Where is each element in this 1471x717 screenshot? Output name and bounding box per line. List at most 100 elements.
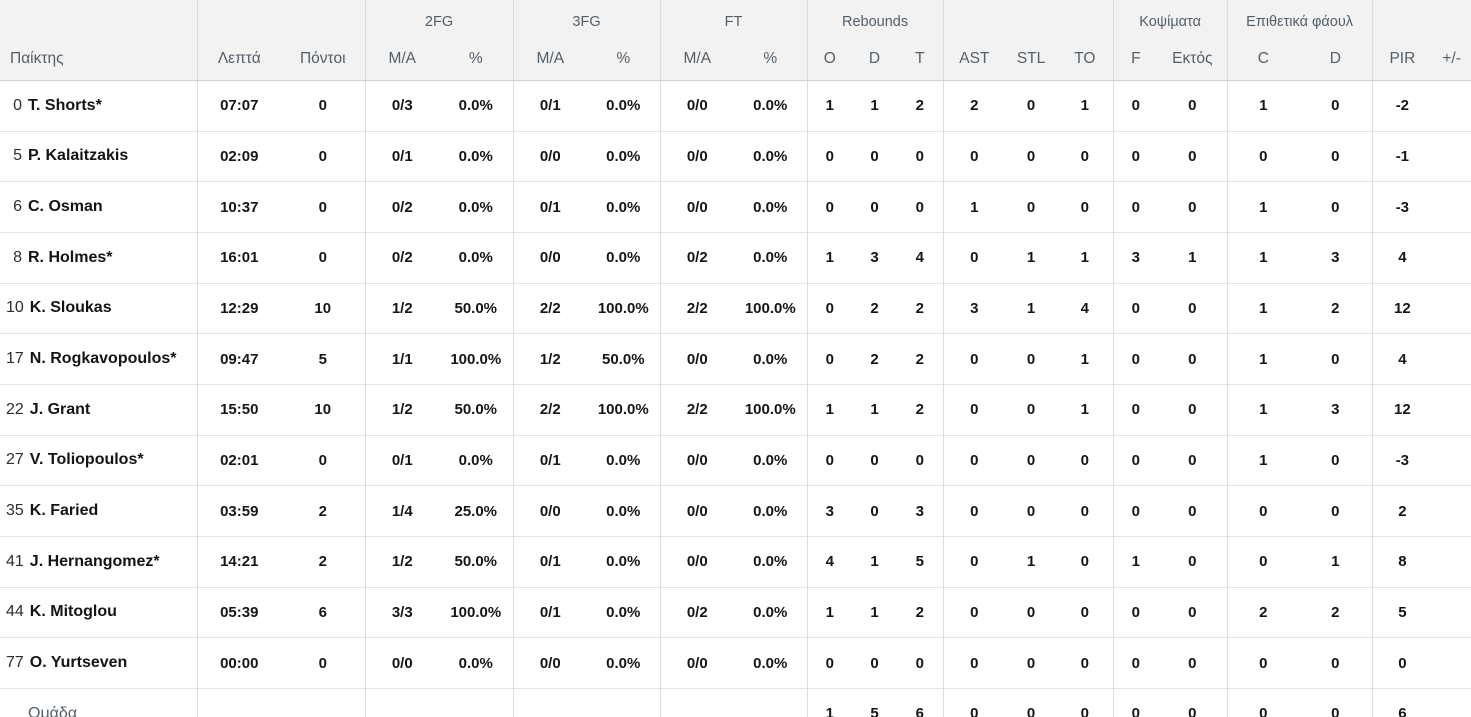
cell-points: 0 (281, 434, 366, 486)
cell-points (281, 687, 366, 717)
cell-ft-ma: 0/2 (660, 586, 735, 638)
player-link[interactable]: T. Shorts* (28, 96, 102, 114)
cell-blk-for: 0 (1113, 130, 1159, 182)
cell-fg3-pct: 100.0% (587, 383, 661, 436)
cell-player: 5 P. Kalaitzakis (0, 130, 198, 182)
cell-ft-ma: 0/0 (660, 434, 735, 486)
cell-minutes: 02:01 (197, 434, 281, 486)
cell-blk-for: 0 (1131, 97, 1140, 115)
cell-fg3-ma: 2/2 (513, 383, 588, 436)
cell-blk-against: 0 (1158, 181, 1228, 233)
cell-fg2-ma: 0/2 (365, 181, 439, 233)
cell-reb-d: 2 (852, 282, 898, 334)
cell-stl: 1 (1005, 282, 1058, 334)
cell-blk-for: 0 (1113, 687, 1159, 717)
cell-fg3-ma: 0/1 (513, 434, 588, 486)
player-link[interactable]: C. Osman (28, 198, 103, 216)
cell-minutes: 15:50 (197, 383, 281, 436)
cell-foul-d: 0 (1299, 80, 1373, 132)
cell-reb-t: 5 (897, 535, 944, 588)
cell-fg3-ma: 0/1 (513, 535, 588, 588)
cell-ft-pct: 100.0% (734, 383, 808, 436)
player-number: 8 (13, 248, 22, 266)
cell-ast: 0 (943, 637, 1006, 689)
cell-reb-o: 1 (807, 687, 853, 717)
cell-foul-c: 0 (1227, 637, 1300, 689)
cell-foul-c: 0 (1227, 130, 1300, 182)
cell-ft-pct: 0.0% (734, 434, 808, 486)
cell-fg3-pct (587, 687, 661, 717)
cell-reb-t: 0 (897, 130, 944, 182)
cell-minutes: 00:00 (197, 637, 281, 689)
player-link[interactable]: K. Sloukas (29, 299, 112, 317)
cell-fg2-ma (365, 687, 439, 717)
cell-stl: 0 (1005, 383, 1058, 436)
cell-points: 6 (281, 586, 366, 638)
column-header-to: TO (1057, 37, 1114, 81)
cell-player: 8 R. Holmes* (0, 231, 198, 284)
cell-stl: 0 (1005, 130, 1058, 182)
player-link[interactable]: K. Faried (29, 502, 99, 520)
table-header: 2FG 3FG FT Rebounds Κοψίματα Επιθετικά φάουλ … (0, 0, 1471, 81)
cell-foul-c: 1 (1227, 383, 1300, 436)
cell-fg3-pct: 50.0% (587, 333, 661, 385)
cell-foul-c: 1 (1227, 282, 1300, 334)
cell-player: 44 K. Mitoglou (0, 586, 198, 638)
cell-reb-o: 0 (807, 434, 853, 486)
group-header-2fg: 2FG (365, 0, 514, 37)
cell-ft-pct: 0.0% (734, 231, 808, 284)
cell-player: 35 K. Faried (0, 485, 198, 537)
cell-minutes: 05:39 (197, 586, 281, 638)
cell-reb-d: 5 (852, 687, 898, 717)
cell-ast: 0 (943, 231, 1006, 284)
cell-foul-d: 0 (1299, 333, 1373, 385)
cell-plusminus (1432, 231, 1471, 284)
cell-stl: 0 (1005, 485, 1058, 537)
player-number: 44 (6, 603, 24, 621)
column-header-plusminus: +/- (1432, 37, 1471, 81)
cell-fg2-pct: 50.0% (439, 535, 514, 588)
cell-pir: 2 (1372, 485, 1433, 537)
cell-player: 77 O. Yurtseven (0, 637, 198, 689)
header-group-row: 2FG 3FG FT Rebounds Κοψίματα Επιθετικά φάουλ (0, 0, 1471, 37)
cell-plusminus (1432, 282, 1471, 334)
cell-fg3-pct: 0.0% (587, 535, 661, 588)
cell-fg2-pct: 25.0% (439, 485, 514, 537)
cell-fg2-pct: 100.0% (439, 586, 514, 638)
cell-reb-d: 1 (852, 383, 898, 436)
player-link[interactable]: P. Kalaitzakis (28, 147, 129, 165)
column-header-reb-o: O (807, 37, 853, 81)
group-header-rebounds: Rebounds (807, 0, 944, 37)
player-number: 22 (6, 400, 24, 418)
cell-to: 1 (1057, 80, 1114, 132)
cell-points: 0 (281, 80, 366, 132)
cell-fg2-pct: 0.0% (439, 130, 514, 182)
cell-points: 0 (281, 130, 366, 182)
player-link[interactable]: K. Mitoglou (29, 603, 117, 621)
cell-foul-d: 0 (1299, 181, 1373, 233)
player-link[interactable]: N. Rogkavopoulos* (29, 350, 177, 368)
player-link[interactable]: R. Holmes* (28, 248, 113, 266)
cell-ft-ma: 0/2 (660, 231, 735, 284)
cell-foul-c: 1 (1227, 231, 1300, 284)
cell-reb-t: 2 (897, 383, 944, 436)
cell-minutes: 02:09 (197, 130, 281, 182)
cell-pir: -1 (1372, 130, 1433, 182)
cell-minutes: 03:59 (197, 485, 281, 537)
player-link[interactable]: J. Hernangomez* (29, 552, 160, 570)
group-header-spacer (1372, 0, 1471, 37)
player-link[interactable]: J. Grant (29, 400, 91, 418)
cell-plusminus (1432, 81, 1471, 132)
cell-points: 10 (281, 282, 366, 334)
cell-fg3-ma: 0/1 (513, 181, 588, 233)
player-link[interactable]: O. Yurtseven (29, 654, 128, 672)
player-link[interactable]: V. Toliopoulos* (29, 451, 144, 469)
cell-reb-t: 6 (897, 687, 944, 717)
cell-fg2-ma: 1/2 (365, 535, 439, 588)
cell-ft-ma: 0/0 (686, 97, 708, 115)
cell-ast: 2 (970, 97, 979, 115)
cell-reb-d: 0 (852, 637, 898, 689)
group-header-spacer (197, 0, 366, 37)
cell-reb-o: 4 (807, 535, 853, 588)
team-total-label: Ομάδα (28, 704, 78, 717)
